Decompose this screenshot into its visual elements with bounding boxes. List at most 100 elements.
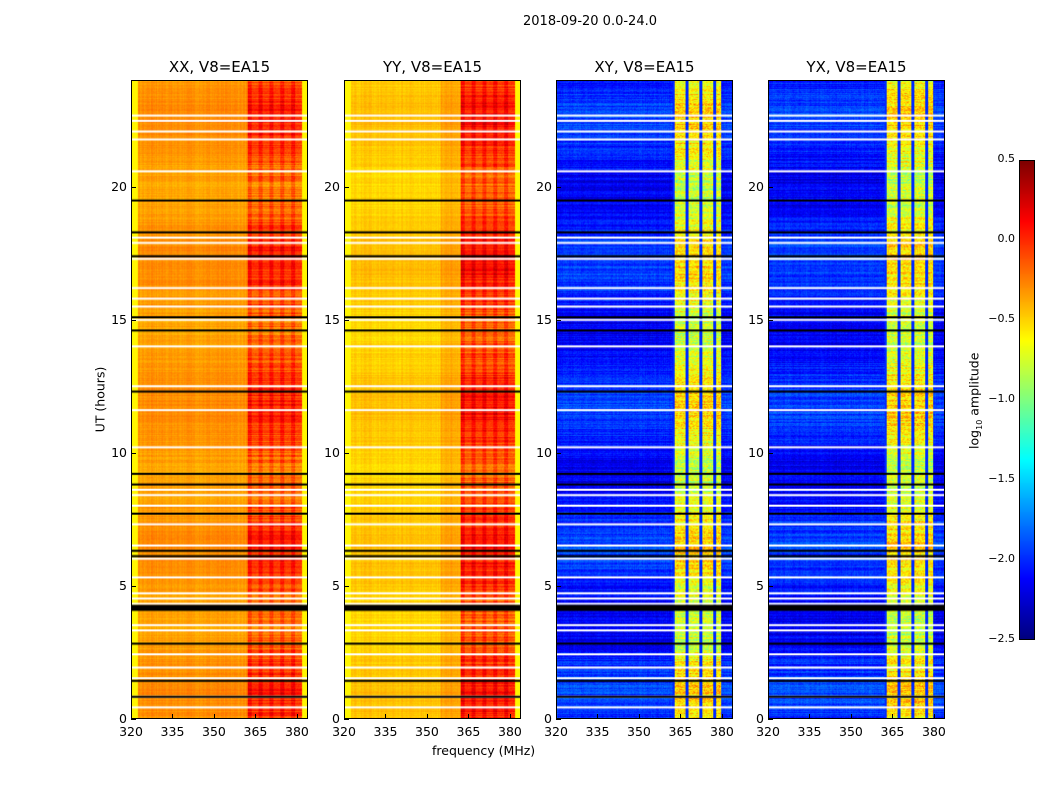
colorbar: [1019, 160, 1035, 640]
x-axis-label: frequency (MHz): [432, 743, 536, 758]
x-tick-label: 380: [498, 724, 522, 739]
y-tick-label: 0: [332, 711, 340, 726]
colorbar-tick-label: −1.5: [988, 472, 1015, 485]
y-tick-label: 5: [119, 577, 127, 593]
y-tick-mark: [768, 319, 773, 321]
y-tick-label: 10: [324, 444, 340, 460]
colorbar-tick-label: −2.5: [988, 632, 1015, 645]
x-tick-mark: [172, 714, 174, 719]
x-tick-mark: [255, 714, 257, 719]
y-tick-mark: [556, 186, 561, 188]
x-tick-label: 335: [160, 724, 185, 739]
colorbar-label-rest: amplitude: [966, 352, 982, 420]
y-tick-mark: [556, 585, 561, 587]
y-tick-label: 15: [748, 311, 764, 327]
heatmap-cells: [345, 81, 520, 718]
x-tick-label: 365: [456, 724, 481, 739]
x-tick-label: 380: [710, 724, 734, 739]
y-tick-label: 10: [111, 444, 127, 460]
colorbar-tick-label: 0.0: [997, 232, 1016, 245]
heatmap-cells: [132, 81, 307, 718]
x-tick-mark: [344, 714, 345, 719]
y-tick-label: 0: [544, 711, 552, 726]
y-tick-mark: [344, 719, 349, 720]
y-tick-mark: [344, 186, 349, 188]
x-tick-label: 350: [627, 724, 651, 739]
colorbar-tick-label: −1.0: [988, 392, 1015, 405]
x-tick-label: 380: [285, 724, 309, 739]
y-tick-mark: [768, 719, 773, 720]
x-tick-label: 320: [544, 724, 568, 739]
x-tick-label: 350: [839, 724, 863, 739]
x-tick-mark: [721, 714, 723, 719]
x-tick-label: 380: [922, 724, 946, 739]
x-tick-label: 350: [415, 724, 439, 739]
y-tick-label: 10: [748, 444, 764, 460]
y-tick-label: 20: [111, 178, 127, 194]
colorbar-label-main: log: [966, 429, 982, 449]
heatmap-cells: [769, 81, 944, 718]
y-tick-label: 0: [119, 711, 127, 726]
heatmap-panel-yy: [344, 80, 521, 719]
heatmap-panel-yx: [768, 80, 945, 719]
y-tick-mark: [768, 452, 773, 454]
x-tick-label: 350: [202, 724, 226, 739]
x-tick-label: 320: [119, 724, 143, 739]
x-tick-label: 320: [756, 724, 780, 739]
colorbar-gradient: [1020, 161, 1034, 639]
y-tick-mark: [556, 319, 561, 321]
y-axis-label: UT (hours): [92, 366, 108, 433]
x-tick-mark: [556, 714, 557, 719]
heatmap-panel-xx: [131, 80, 308, 719]
y-tick-label: 0: [756, 711, 764, 726]
x-tick-mark: [296, 714, 298, 719]
y-tick-mark: [556, 719, 561, 720]
x-tick-mark: [509, 714, 511, 719]
y-tick-label: 20: [748, 178, 764, 194]
x-tick-mark: [680, 714, 682, 719]
y-tick-mark: [131, 585, 136, 587]
y-tick-label: 15: [536, 311, 552, 327]
y-tick-label: 5: [756, 577, 764, 593]
x-tick-mark: [638, 714, 640, 719]
colorbar-tick-label: −0.5: [988, 312, 1015, 325]
y-tick-label: 15: [324, 311, 340, 327]
y-tick-mark: [344, 452, 349, 454]
x-tick-mark: [809, 714, 811, 719]
panel-title: YX, V8=EA15: [806, 58, 907, 76]
y-tick-label: 5: [332, 577, 340, 593]
x-tick-mark: [426, 714, 428, 719]
y-tick-label: 20: [536, 178, 552, 194]
panel-title: XX, V8=EA15: [168, 58, 271, 76]
x-tick-label: 335: [373, 724, 398, 739]
x-tick-mark: [131, 714, 132, 719]
x-tick-label: 335: [585, 724, 610, 739]
y-tick-label: 20: [324, 178, 340, 194]
x-tick-label: 365: [668, 724, 693, 739]
x-tick-mark: [768, 714, 769, 719]
y-tick-mark: [131, 719, 136, 720]
y-tick-mark: [344, 319, 349, 321]
y-tick-label: 10: [536, 444, 552, 460]
x-tick-label: 365: [880, 724, 905, 739]
colorbar-tick-label: 0.5: [997, 152, 1016, 165]
x-tick-label: 365: [243, 724, 268, 739]
x-tick-mark: [892, 714, 894, 719]
panel-title: YY, V8=EA15: [382, 58, 483, 76]
x-tick-mark: [933, 714, 935, 719]
colorbar-tick-label: −2.0: [988, 552, 1015, 565]
x-tick-mark: [597, 714, 599, 719]
x-tick-mark: [468, 714, 470, 719]
y-tick-label: 15: [111, 311, 127, 327]
y-tick-mark: [556, 452, 561, 454]
y-tick-mark: [344, 585, 349, 587]
x-tick-mark: [213, 714, 215, 719]
x-tick-mark: [385, 714, 387, 719]
y-tick-mark: [131, 186, 136, 188]
y-tick-mark: [768, 585, 773, 587]
y-tick-mark: [131, 319, 136, 321]
x-tick-mark: [850, 714, 852, 719]
panel-title: XY, V8=EA15: [594, 58, 695, 76]
y-tick-label: 5: [544, 577, 552, 593]
x-tick-label: 320: [332, 724, 356, 739]
